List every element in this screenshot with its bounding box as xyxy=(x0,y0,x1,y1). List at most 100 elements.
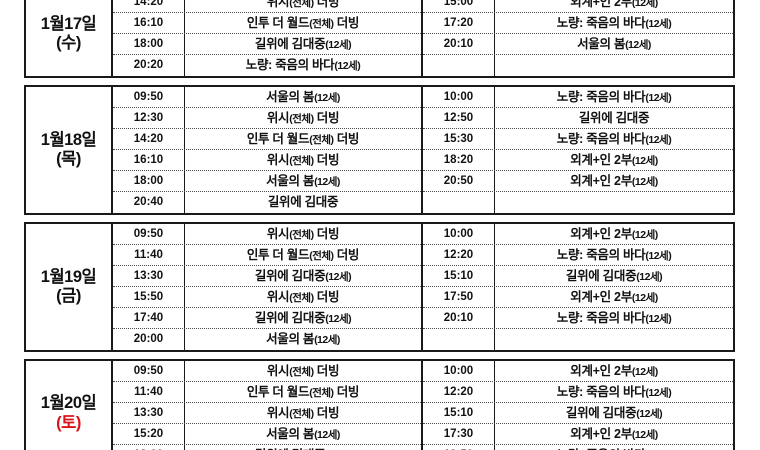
showtime-row[interactable]: 20:10 서울의 봄(12세) xyxy=(423,34,733,55)
showtime-movie-title xyxy=(495,55,733,76)
showtime-row[interactable]: 15:00 외계+인 2부(12세) xyxy=(423,0,733,13)
showtime-movie-title: 서울의 봄(12세) xyxy=(266,90,340,104)
movie-rating-tag: (12세) xyxy=(625,39,651,51)
showtime-row[interactable]: 15:10 길위에 김대중(12세) xyxy=(423,403,733,424)
showtime-movie-title: 길위에 김대중(12세) xyxy=(254,311,352,325)
showtime-row[interactable]: 20:50 외계+인 2부(12세) xyxy=(423,171,733,192)
showtime-row[interactable]: 15:20 서울의 봄(12세) xyxy=(113,424,421,445)
movie-rating-tag: (12세) xyxy=(631,229,658,241)
showtime-movie-title: 외계+인 2부(12세) xyxy=(570,153,658,167)
showtime-row[interactable]: 18:00 서울의 봄(12세) xyxy=(113,171,421,192)
movie-rating-tag: (전체) xyxy=(289,155,314,167)
showtime-row[interactable]: 16:10 위시(전체) 더빙 xyxy=(113,150,421,171)
showtime-movie-title: 노량: 죽음의 바다(12세) xyxy=(556,90,672,104)
showtime-row[interactable]: 15:10 길위에 김대중(12세) xyxy=(423,266,733,287)
showtime-movie-title: 위시(전체) 더빙 xyxy=(266,227,340,241)
showtime-time: 20:20 xyxy=(113,55,185,76)
showtime-movie-title: 서울의 봄(12세) xyxy=(577,37,651,51)
showtime-row[interactable]: 14:20 위시(전체) 더빙 xyxy=(113,0,421,13)
showtime-row[interactable]: 09:50 위시(전체) 더빙 xyxy=(113,224,421,245)
day-date: 1월19일 xyxy=(40,267,97,286)
showtime-row[interactable]: 10:00 외계+인 2부(12세) xyxy=(423,361,733,382)
showtime-time: 20:10 xyxy=(423,34,495,54)
showtime-time: 11:40 xyxy=(113,245,185,265)
showtime-row[interactable]: 13:30 길위에 김대중(12세) xyxy=(113,266,421,287)
movie-rating-tag: (전체) xyxy=(309,387,334,399)
movie-rating-tag: (전체) xyxy=(289,113,314,125)
showtime-time: 18:00 xyxy=(113,34,185,54)
showtime-row[interactable]: 20:10 노량: 죽음의 바다(12세) xyxy=(423,308,733,329)
movie-rating-tag: (전체) xyxy=(309,18,334,30)
showtime-row[interactable]: 10:00 노량: 죽음의 바다(12세) xyxy=(423,87,733,108)
showtime-time: 10:00 xyxy=(423,224,495,244)
showtime-row[interactable]: 15:50 위시(전체) 더빙 xyxy=(113,287,421,308)
movie-rating-tag: (전체) xyxy=(289,292,314,304)
showtime-time: 20:10 xyxy=(423,308,495,328)
showtime-row-empty xyxy=(423,55,733,76)
day-of-week: (토) xyxy=(56,413,81,432)
movie-rating-tag: (전체) xyxy=(289,229,314,241)
showtime-row[interactable]: 19:50노량: 죽음의 바다(12세) xyxy=(423,445,733,450)
showtime-time: 09:50 xyxy=(113,361,185,381)
showtime-time: 17:30 xyxy=(423,424,495,444)
movie-rating-tag: (12세) xyxy=(631,155,658,167)
showtime-row[interactable]: 17:20 노량: 죽음의 바다(12세) xyxy=(423,13,733,34)
showtime-time: 15:30 xyxy=(423,129,495,149)
showtime-movie-title: 노량: 죽음의 바다(12세) xyxy=(556,311,672,325)
movie-rating-tag: (전체) xyxy=(289,0,314,9)
movie-rating-tag: (12세) xyxy=(314,176,340,188)
showtime-movie-title: 노량: 죽음의 바다(12세) xyxy=(556,248,672,262)
day-date: 1월17일 xyxy=(40,14,97,33)
day-date: 1월18일 xyxy=(40,130,97,149)
showtime-row[interactable]: 12:50 길위에 김대중 xyxy=(423,108,733,129)
showtime-movie-title: 위시(전체) 더빙 xyxy=(266,364,340,378)
showtime-row[interactable]: 16:10 인투 더 월드(전체) 더빙 xyxy=(113,13,421,34)
showtime-row[interactable]: 12:20 노량: 죽음의 바다(12세) xyxy=(423,245,733,266)
showtime-row[interactable]: 09:50 위시(전체) 더빙 xyxy=(113,361,421,382)
movie-rating-tag: (12세) xyxy=(325,271,352,283)
movie-rating-tag: (12세) xyxy=(631,176,658,188)
showtime-row[interactable]: 09:50 서울의 봄(12세) xyxy=(113,87,421,108)
showtime-row[interactable]: 13:30 위시(전체) 더빙 xyxy=(113,403,421,424)
showtime-time: 20:40 xyxy=(113,192,185,213)
showtime-row[interactable]: 17:50 외계+인 2부(12세) xyxy=(423,287,733,308)
showtime-row[interactable]: 11:40 인투 더 월드(전체) 더빙 xyxy=(113,245,421,266)
showtime-row[interactable]: 11:40 인투 더 월드(전체) 더빙 xyxy=(113,382,421,403)
showtime-row-empty xyxy=(423,329,733,350)
showtime-row[interactable]: 20:40 길위에 김대중 xyxy=(113,192,421,213)
showtime-time: 18:00 xyxy=(113,445,185,450)
movie-rating-tag: (12세) xyxy=(631,429,658,441)
showtime-row[interactable]: 20:20 노량: 죽음의 바다(12세) xyxy=(113,55,421,76)
showtime-time: 16:10 xyxy=(113,13,185,33)
showtime-row[interactable]: 18:20 외계+인 2부(12세) xyxy=(423,150,733,171)
showtime-row[interactable]: 15:30 노량: 죽음의 바다(12세) xyxy=(423,129,733,150)
showtime-row[interactable]: 12:20 노량: 죽음의 바다(12세) xyxy=(423,382,733,403)
showtime-time xyxy=(423,329,495,350)
showtime-row[interactable]: 10:00 외계+인 2부(12세) xyxy=(423,224,733,245)
day-label-cell: 1월19일 (금) xyxy=(26,224,113,350)
day-block: 1월18일 (목) 09:50 서울의 봄(12세) 12:30 위시(전체) 더빙 14:… xyxy=(24,85,735,215)
movie-rating-tag: (12세) xyxy=(631,292,658,304)
movie-rating-tag: (12세) xyxy=(314,334,340,346)
screen-panes: 09:50 서울의 봄(12세) 12:30 위시(전체) 더빙 14:20 인투 더 월… xyxy=(113,87,733,213)
showtime-row[interactable]: 17:40 길위에 김대중(12세) xyxy=(113,308,421,329)
showtime-time: 17:40 xyxy=(113,308,185,328)
showtime-time: 12:50 xyxy=(423,108,495,128)
showtime-row[interactable]: 20:00 서울의 봄(12세) xyxy=(113,329,421,350)
movie-rating-tag: (12세) xyxy=(645,18,672,30)
screen-pane-right: 15:00 외계+인 2부(12세) 17:20 노량: 죽음의 바다(12세) 20:… xyxy=(423,0,733,76)
showtime-row[interactable]: 17:30 외계+인 2부(12세) xyxy=(423,424,733,445)
showtime-time: 14:20 xyxy=(113,0,185,12)
showtime-movie-title: 인투 더 월드(전체) 더빙 xyxy=(246,16,360,30)
movie-rating-tag: (12세) xyxy=(645,387,672,399)
movie-rating-tag: (12세) xyxy=(334,60,361,72)
showtime-movie-title: 위시(전체) 더빙 xyxy=(266,406,340,420)
movie-rating-tag: (12세) xyxy=(325,39,352,51)
showtime-movie-title: 외계+인 2부(12세) xyxy=(495,0,733,12)
showtime-row[interactable]: 14:20 인투 더 월드(전체) 더빙 xyxy=(113,129,421,150)
showtime-row[interactable]: 12:30 위시(전체) 더빙 xyxy=(113,108,421,129)
movie-rating-tag: (12세) xyxy=(631,0,658,9)
screen-pane-left: 09:50 서울의 봄(12세) 12:30 위시(전체) 더빙 14:20 인투 더 월… xyxy=(113,87,423,213)
